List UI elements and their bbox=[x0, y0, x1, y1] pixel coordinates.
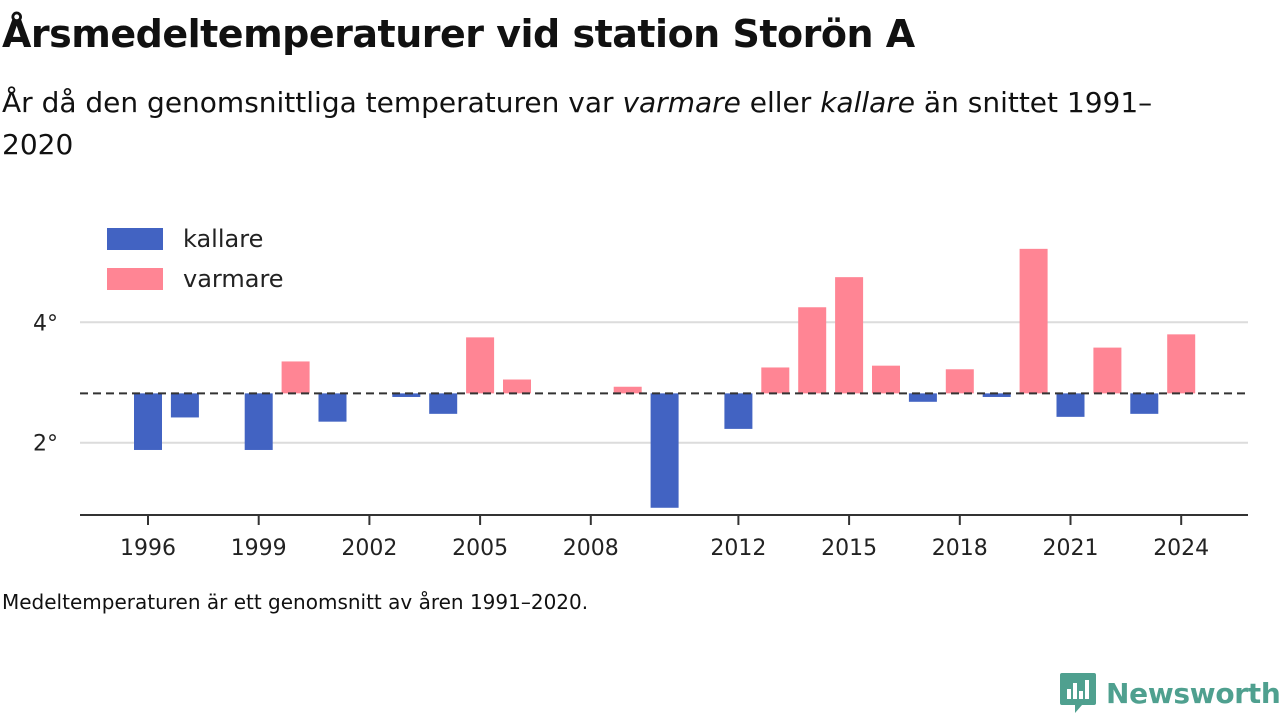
newsworthy-logo-icon bbox=[1060, 673, 1096, 713]
y-tick-label: 2° bbox=[33, 432, 58, 457]
bar-2015 bbox=[835, 277, 864, 394]
bar-2024 bbox=[1167, 334, 1196, 394]
chart-subtitle: År då den genomsnittliga temperaturen va… bbox=[2, 82, 1202, 166]
bar-2013 bbox=[761, 367, 790, 394]
bar-2009 bbox=[613, 386, 642, 394]
bar-2004 bbox=[429, 393, 458, 414]
x-tick-label: 2008 bbox=[563, 536, 619, 561]
x-tick-label: 2015 bbox=[821, 536, 877, 561]
bar-2021 bbox=[1056, 393, 1085, 417]
bar-2022 bbox=[1093, 347, 1122, 394]
subtitle-part-3: än snittet 1991–2020 bbox=[2, 86, 1153, 161]
x-ticks: 1996 1999 2002 2005 2008 2012 2015 2018 2021 2024 bbox=[120, 515, 1209, 561]
bar-2001 bbox=[318, 393, 347, 422]
bar-2014 bbox=[798, 307, 827, 394]
subtitle-part-2: eller bbox=[740, 86, 821, 119]
bar-2018 bbox=[945, 369, 974, 394]
bar-2006 bbox=[503, 379, 531, 394]
legend: kallare varmare bbox=[107, 225, 284, 293]
bar-2005 bbox=[466, 337, 495, 394]
subtitle-warmer: varmare bbox=[622, 86, 741, 119]
bar-2016 bbox=[872, 365, 900, 394]
bar-2023 bbox=[1130, 393, 1159, 414]
bar-2010 bbox=[650, 393, 679, 508]
legend-swatch-kallare bbox=[107, 228, 163, 250]
bar-1997 bbox=[170, 393, 199, 418]
bar-2012 bbox=[724, 393, 753, 429]
x-tick-label: 2021 bbox=[1043, 536, 1099, 561]
footnote: Medeltemperaturen är ett genomsnitt av å… bbox=[2, 590, 589, 614]
legend-label-kallare: kallare bbox=[183, 225, 263, 253]
x-tick-label: 1999 bbox=[231, 536, 287, 561]
bar-1996 bbox=[134, 393, 162, 450]
bar-chart: 1996 1999 2002 2005 2008 2012 2015 2018 2021 2024… bbox=[33, 225, 1248, 561]
legend-label-varmare: varmare bbox=[183, 265, 284, 293]
subtitle-colder: kallare bbox=[820, 86, 916, 119]
bar-1999 bbox=[244, 393, 273, 450]
x-tick-label: 2002 bbox=[341, 536, 397, 561]
y-ticks: 2° 4° bbox=[33, 311, 58, 456]
x-tick-label: 2005 bbox=[452, 536, 508, 561]
brand: Newsworthy bbox=[1058, 670, 1280, 716]
x-tick-label: 2012 bbox=[710, 536, 766, 561]
bar-2019 bbox=[982, 393, 1011, 397]
bar-2003 bbox=[392, 393, 421, 397]
bar-2020 bbox=[1019, 248, 1048, 394]
x-tick-label: 2024 bbox=[1153, 536, 1209, 561]
y-tick-label: 4° bbox=[33, 311, 58, 336]
bar-2000 bbox=[281, 361, 310, 394]
x-tick-label: 2018 bbox=[932, 536, 988, 561]
bar-2017 bbox=[908, 393, 937, 402]
bars bbox=[134, 248, 1196, 508]
brand-name: Newsworthy bbox=[1106, 676, 1280, 710]
x-tick-label: 1996 bbox=[120, 536, 176, 561]
chart-title: Årsmedeltemperaturer vid station Storön … bbox=[2, 12, 915, 56]
legend-swatch-varmare bbox=[107, 268, 163, 290]
subtitle-part-1: År då den genomsnittliga temperaturen va… bbox=[2, 86, 623, 119]
